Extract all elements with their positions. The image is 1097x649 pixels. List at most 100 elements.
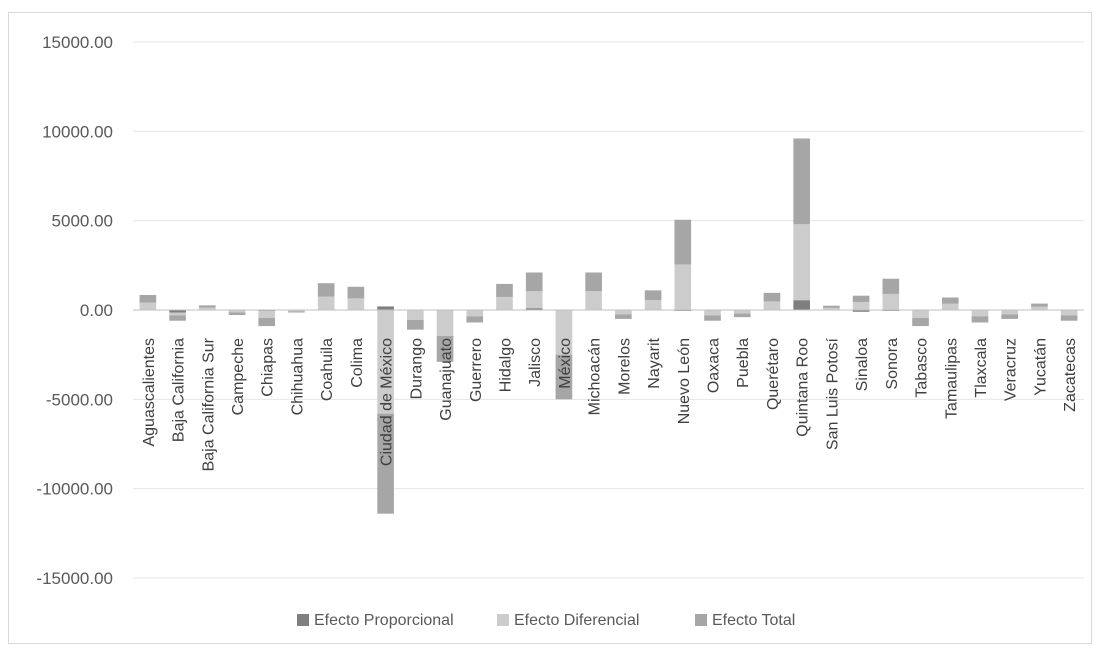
x-tick-label: Veracruz [1003,338,1020,401]
bars [139,138,1078,514]
bar-efecto-total-sonora [882,278,900,294]
bar-efecto-diferencial-chihuahua [288,310,305,312]
bar-efecto-diferencial-baja-california-sur [198,307,216,310]
x-tick-label: San Luis Potosí [824,337,841,450]
bar-efecto-total-yucatan [1031,303,1048,307]
x-tick-label: Aguascalientes [141,338,158,447]
bar-efecto-total-coahuila [317,283,335,297]
x-tick-label: Sinaloa [854,338,871,391]
x-tick-label: Querétaro [765,338,782,410]
bar-efecto-total-san-luis-potosi [823,305,840,308]
y-tick-label: 0.00 [80,301,113,320]
bar-efecto-diferencial-morelos [615,310,632,315]
x-tick-label: Hidalgo [497,338,514,392]
legend-item-efecto-diferencial: Efecto Diferencial [497,612,639,629]
bar-efecto-diferencial-sonora [882,293,900,310]
x-tick-label: Sonora [884,338,901,390]
bar-efecto-total-oaxaca [704,315,721,321]
bar-efecto-total-chiapas [258,318,276,327]
bar-efecto-diferencial-yucatan [1031,306,1048,310]
x-tick-label: Tlaxcala [973,338,990,398]
y-tick-label: 15000.00 [42,33,113,52]
bar-efecto-total-zacatecas [1060,315,1078,321]
bar-efecto-total-sinaloa [852,295,870,302]
bar-efecto-diferencial-guanajuato [436,310,454,336]
bar-efecto-diferencial-mexico [555,310,573,355]
x-tick-label: Guanajuato [438,338,455,421]
legend-item-efecto-total: Efecto Total [695,612,795,629]
legend-swatch [695,614,707,626]
y-tick-label: -10000.00 [36,480,113,499]
bar-efecto-total-guerrero [466,316,484,323]
bar-efecto-diferencial-sinaloa [852,301,870,310]
bar-efecto-total-baja-california [169,315,186,321]
bar-efecto-diferencial-tlaxcala [971,310,989,317]
bar-efecto-diferencial-oaxaca [704,310,721,316]
bar-efecto-total-campeche [228,312,246,316]
bar-efecto-diferencial-zacatecas [1060,310,1078,316]
bar-efecto-diferencial-nayarit [644,300,662,310]
bar-efecto-diferencial-guerrero [466,310,484,317]
bar-efecto-diferencial-tamaulipas [941,303,959,310]
x-tick-label: Quintana Roo [795,338,812,437]
x-tick-label: Morelos [616,338,633,395]
bar-efecto-diferencial-durango [407,310,424,320]
x-tick-label: Yucatán [1032,338,1049,396]
bar-efecto-diferencial-michoacan [585,291,602,310]
y-axis-ticks: 15000.00 10000.00 5000.00 0.00 -5000.00 -1000… [36,33,113,588]
bar-efecto-diferencial-aguascalientes [139,302,157,310]
bar-efecto-proporcional-baja-california [169,310,186,313]
bar-efecto-diferencial-quintana-roo [793,224,810,301]
x-tick-label: Nayarit [646,337,663,388]
bar-efecto-total-jalisco [525,272,543,292]
bar-efecto-total-durango [407,319,424,330]
bar-efecto-diferencial-colima [347,298,365,310]
chart-frame: 15000.00 10000.00 5000.00 0.00 -5000.00 -1000… [8,12,1092,644]
bar-efecto-diferencial-chiapas [258,310,276,319]
bar-efecto-total-tamaulipas [941,297,959,304]
bar-efecto-total-mexico [555,354,573,400]
bar-efecto-proporcional-jalisco [525,308,543,310]
x-tick-label: Durango [408,338,425,399]
bar-efecto-total-puebla [733,313,751,318]
bar-efecto-total-hidalgo [496,283,513,297]
legend-label: Efecto Total [712,612,795,629]
bar-efecto-total-ciudad-de-mexico [377,413,394,514]
bar-efecto-diferencial-jalisco [525,291,543,309]
bar-efecto-diferencial-coahuila [317,296,335,310]
x-tick-label: Puebla [735,338,752,388]
bar-efecto-total-veracruz [1001,314,1019,319]
legend: Efecto Proporcional Efecto Diferencial Efe… [297,612,795,629]
bar-efecto-total-aguascalientes [139,294,157,303]
bar-efecto-total-queretaro [763,292,781,302]
x-tick-label: Michoacán [587,338,604,415]
bar-efecto-diferencial-campeche [228,310,246,313]
x-tick-label: Oaxaca [706,338,723,393]
x-tick-label: Zacatecas [1062,338,1079,412]
x-tick-label: Tabasco [914,338,931,398]
bar-efecto-proporcional-quintana-roo [793,300,810,310]
legend-label: Efecto Diferencial [514,612,639,629]
x-tick-label: Jalisco [527,338,544,387]
bar-efecto-total-tabasco [912,318,929,327]
bar-efecto-proporcional-ciudad-de-mexico [377,306,394,310]
y-tick-label: -15000.00 [36,569,113,588]
bar-efecto-total-michoacan [585,272,602,292]
x-tick-label: México [557,338,574,389]
x-tick-label: Campeche [230,338,247,415]
bar-efecto-proporcional-sinaloa [852,310,870,312]
legend-swatch [297,614,309,626]
bar-efecto-total-baja-california-sur [198,305,216,308]
bar-efecto-total-nayarit [644,290,662,301]
bar-efecto-diferencial-san-luis-potosi [823,307,840,310]
bar-efecto-total-morelos [615,314,632,319]
x-tick-label: Ciudad de México [379,338,396,466]
legend-label: Efecto Proporcional [314,612,454,629]
y-tick-label: -5000.00 [46,390,113,409]
bar-efecto-diferencial-baja-california [169,312,186,316]
x-tick-label: Baja California Sur [200,337,217,471]
bar-efecto-diferencial-nuevo-leon [674,264,692,310]
bar-efecto-total-guanajuato [436,335,454,362]
bar-efecto-diferencial-ciudad-de-mexico [377,310,394,414]
bar-efecto-diferencial-puebla [733,310,751,314]
